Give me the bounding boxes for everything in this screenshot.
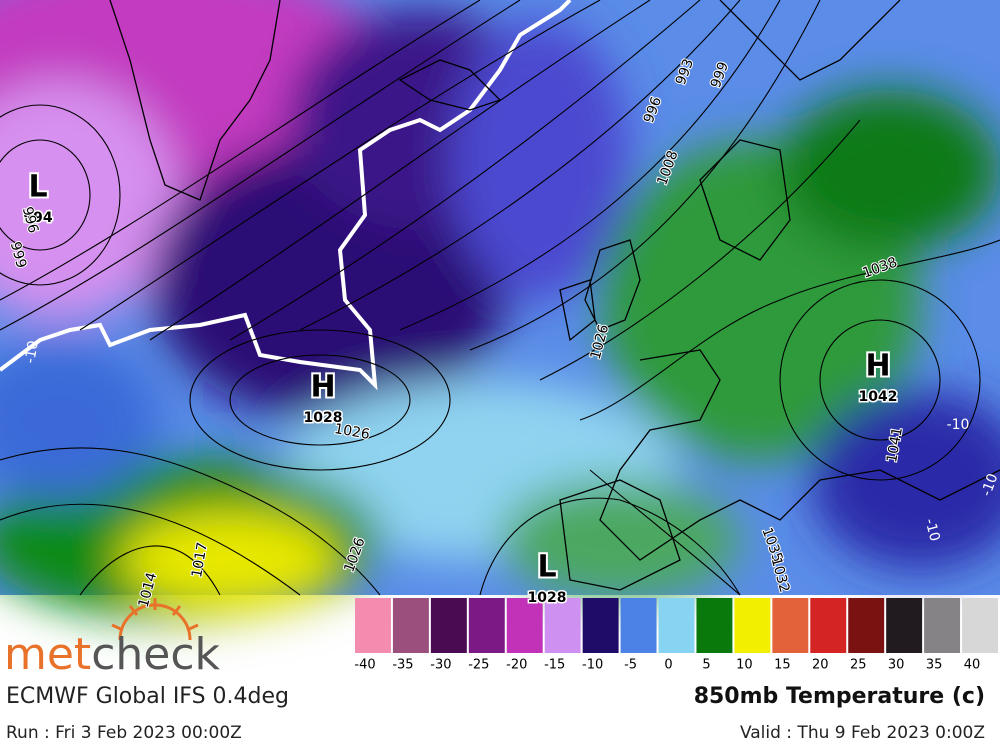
center-pressure: 994 (23, 210, 52, 226)
isobars (0, 0, 1000, 596)
legend-tick: -35 (392, 658, 413, 673)
legend-tick: 0 (664, 658, 672, 673)
pressure-center: L (28, 170, 47, 205)
legend-tick: -5 (624, 658, 637, 673)
legend-tick: 30 (888, 658, 905, 673)
legend-swatch (544, 598, 581, 653)
logo-met: met (4, 629, 91, 680)
temperature-label: -10 (921, 517, 942, 543)
legend-swatch (430, 598, 467, 653)
center-pressure: 1028 (304, 410, 343, 426)
legend-tick: 20 (812, 658, 829, 673)
legend-tick: 40 (964, 658, 981, 673)
pressure-center: H (865, 349, 890, 384)
center-pressure: 1042 (859, 389, 898, 405)
legend-swatch (696, 598, 733, 653)
legend-swatch (772, 598, 809, 653)
pressure-center: H (310, 370, 335, 405)
legend-swatch (392, 598, 429, 653)
legend-tick: 10 (736, 658, 753, 673)
legend-tick: -30 (430, 658, 451, 673)
legend-swatch (962, 598, 998, 653)
logo-check: check (91, 629, 220, 680)
variable-title: 850mb Temperature (c) (694, 684, 985, 709)
isobar-label: 1026 (333, 421, 371, 443)
legend-tick: -40 (354, 658, 375, 673)
logo: metcheck (4, 598, 221, 680)
temperature-label: -10 (947, 417, 970, 433)
legend-tick: -10 (582, 658, 603, 673)
legend-tick: 15 (774, 658, 791, 673)
logo-text: metcheck (4, 629, 221, 680)
legend-tick: -25 (468, 658, 489, 673)
legend-tick: -15 (544, 658, 565, 673)
legend-swatch (848, 598, 885, 653)
model-name: ECMWF Global IFS 0.4deg (6, 684, 289, 709)
temperature-label: -10 (22, 339, 42, 364)
run-time: Run : Fri 3 Feb 2023 00:00Z (6, 723, 242, 743)
legend-tick: -20 (506, 658, 527, 673)
legend-tick: 25 (850, 658, 867, 673)
legend-swatch (658, 598, 695, 653)
legend-swatch (886, 598, 923, 653)
legend-tick: 5 (702, 658, 710, 673)
valid-time: Valid : Thu 9 Feb 2023 0:00Z (740, 723, 985, 743)
center-pressure: 1028 (528, 590, 567, 606)
isobar-label: 1017 (189, 541, 211, 579)
legend-swatch (468, 598, 505, 653)
legend-tick: 35 (926, 658, 943, 673)
map (0, 0, 1000, 620)
temperature-label: -10 (979, 472, 1000, 499)
pressure-center: L (537, 550, 556, 585)
legend: -40 -35 -30 -25 -20 -15 -10 -5 0 5 10 15 20 25 30 35 40 (354, 598, 998, 673)
legend-swatch (924, 598, 961, 653)
legend-swatch (582, 598, 619, 653)
legend-swatch (506, 598, 543, 653)
legend-swatch (355, 598, 391, 653)
legend-swatch (620, 598, 657, 653)
legend-swatch (734, 598, 771, 653)
legend-swatch (810, 598, 847, 653)
isobar-label: 1041 (884, 426, 906, 464)
